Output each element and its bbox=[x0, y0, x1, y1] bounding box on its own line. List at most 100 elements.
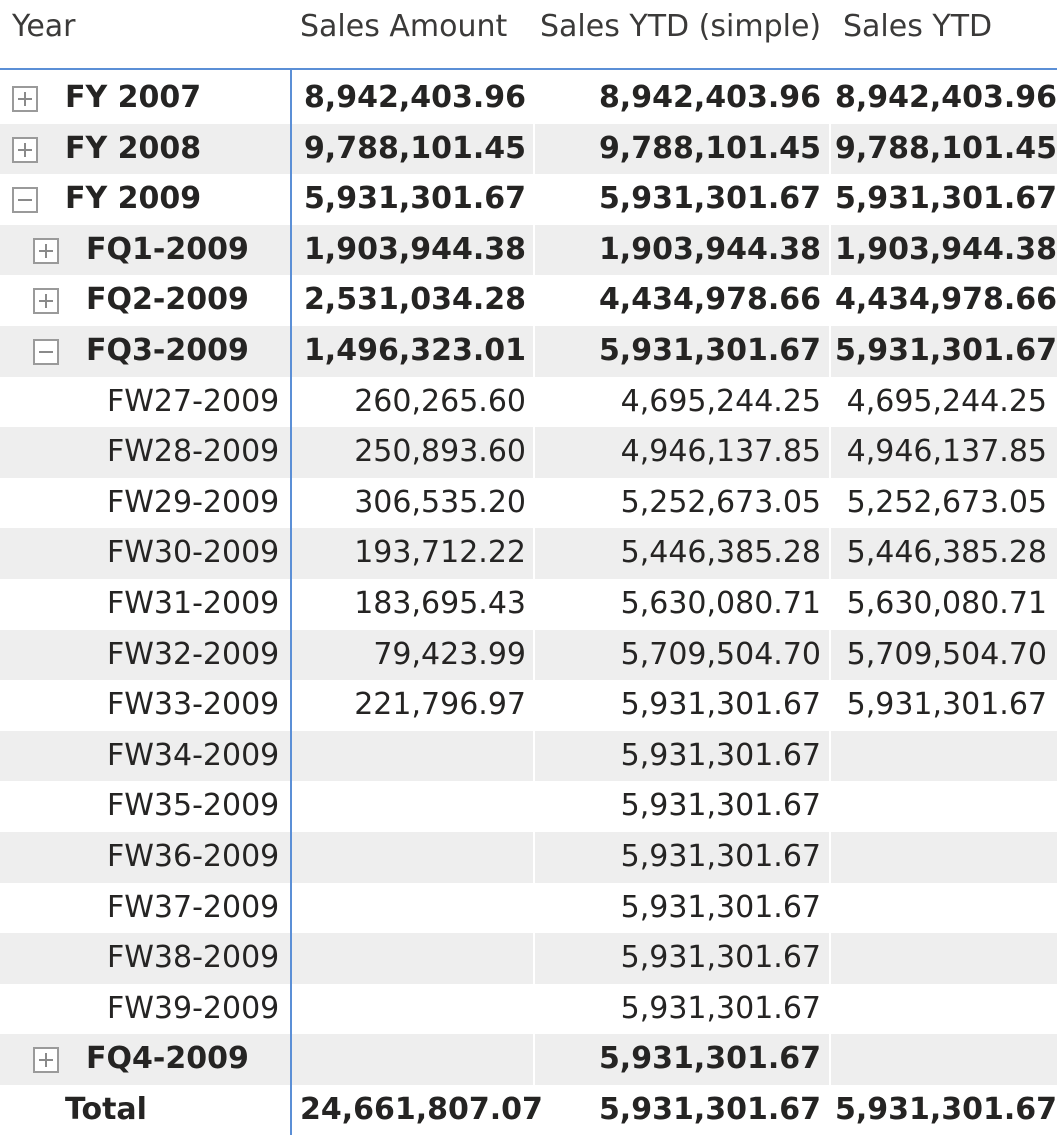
sales-ytd-cell: 5,931,301.67 bbox=[835, 332, 1057, 368]
sales-amount-cell bbox=[300, 781, 526, 832]
expand-plus-icon[interactable] bbox=[12, 86, 38, 112]
sales-ytd-simple-cell: 8,942,403.96 bbox=[598, 80, 821, 115]
row-label: FY 2008 bbox=[65, 130, 202, 166]
sales-ytd-cell bbox=[835, 984, 1047, 1035]
expand-plus-icon[interactable] bbox=[33, 237, 59, 264]
total-row: Total 24,661,807.07 5,931,301.67 5,931,301.… bbox=[0, 1085, 1057, 1135]
sales-amount-cell: 260,265.60 bbox=[354, 383, 526, 419]
sales-ytd-simple-cell: 5,931,301.67 bbox=[598, 1091, 821, 1127]
sales-ytd-simple-cell: 5,446,385.28 bbox=[620, 535, 821, 571]
table-row: FW33-2009 221,796.97 5,931,301.67 5,931,301… bbox=[0, 680, 1057, 731]
sales-ytd-cell: 4,946,137.85 bbox=[846, 434, 1047, 470]
row-label: FW38-2009 bbox=[107, 940, 280, 976]
row-label: FW30-2009 bbox=[107, 535, 280, 571]
matrix-body: FY 2007 8,942,403.96 8,942,403.96 8,942,403… bbox=[0, 73, 1057, 1135]
row-label: FW32-2009 bbox=[107, 636, 280, 672]
table-row: FW35-2009 5,931,301.67 bbox=[0, 781, 1057, 832]
table-row: FW37-2009 5,931,301.67 bbox=[0, 883, 1057, 934]
expand-plus-icon[interactable] bbox=[12, 136, 38, 163]
sales-ytd-cell: 5,709,504.70 bbox=[846, 636, 1047, 672]
table-row: FQ2-2009 2,531,034.28 4,434,978.66 4,434,97… bbox=[0, 275, 1057, 326]
header-year[interactable]: Year bbox=[12, 9, 76, 44]
sales-amount-cell: 250,893.60 bbox=[354, 434, 526, 470]
sales-amount-cell: 2,531,034.28 bbox=[303, 282, 526, 318]
sales-amount-cell bbox=[300, 1034, 526, 1085]
sales-ytd-simple-cell: 5,931,301.67 bbox=[620, 687, 821, 723]
sales-ytd-simple-cell: 5,931,301.67 bbox=[620, 737, 821, 773]
row-label: FQ1-2009 bbox=[86, 231, 249, 267]
table-row: FW28-2009 250,893.60 4,946,137.85 4,946,137… bbox=[0, 427, 1057, 478]
sales-ytd-simple-cell: 4,434,978.66 bbox=[598, 282, 821, 318]
sales-ytd-cell bbox=[835, 832, 1047, 883]
sales-amount-cell bbox=[300, 832, 526, 883]
sales-amount-cell bbox=[300, 933, 526, 984]
table-row: FQ3-2009 1,496,323.01 5,931,301.67 5,931,30… bbox=[0, 325, 1057, 377]
table-row: FW31-2009 183,695.43 5,630,080.71 5,630,080… bbox=[0, 579, 1057, 630]
sales-ytd-cell: 5,630,080.71 bbox=[846, 585, 1047, 621]
collapse-minus-icon[interactable] bbox=[12, 187, 38, 214]
row-label: FW39-2009 bbox=[107, 990, 280, 1026]
sales-amount-cell bbox=[300, 984, 526, 1035]
row-label: FQ3-2009 bbox=[86, 332, 249, 368]
sales-ytd-simple-cell: 5,630,080.71 bbox=[620, 585, 821, 621]
sales-ytd-cell: 4,434,978.66 bbox=[835, 282, 1057, 318]
sales-ytd-cell: 8,942,403.96 bbox=[835, 80, 1057, 115]
sales-ytd-cell: 5,931,301.67 bbox=[835, 1091, 1057, 1127]
sales-amount-cell: 8,942,403.96 bbox=[303, 80, 526, 115]
table-row: FQ1-2009 1,903,944.38 1,903,944.38 1,903,94… bbox=[0, 224, 1057, 276]
sales-amount-cell: 193,712.22 bbox=[354, 535, 526, 571]
row-label: FW27-2009 bbox=[107, 383, 280, 419]
sales-amount-cell: 183,695.43 bbox=[354, 585, 526, 621]
row-header-divider bbox=[290, 70, 292, 1135]
table-row: FW32-2009 79,423.99 5,709,504.70 5,709,504.… bbox=[0, 629, 1057, 681]
table-row: FW36-2009 5,931,301.67 bbox=[0, 831, 1057, 883]
row-label: FW31-2009 bbox=[107, 585, 280, 621]
collapse-minus-icon[interactable] bbox=[33, 338, 59, 365]
sales-amount-cell bbox=[300, 731, 526, 782]
matrix-header: Year Sales Amount Sales YTD (simple) Sal… bbox=[0, 0, 1057, 70]
sales-ytd-cell bbox=[835, 883, 1047, 934]
sales-amount-cell bbox=[300, 883, 526, 934]
header-sales-ytd-simple[interactable]: Sales YTD (simple) bbox=[540, 9, 822, 44]
sales-amount-cell: 221,796.97 bbox=[354, 687, 526, 723]
row-label: FW36-2009 bbox=[107, 838, 280, 874]
sales-ytd-simple-cell: 4,946,137.85 bbox=[620, 434, 821, 470]
row-label: FQ4-2009 bbox=[86, 1041, 249, 1077]
sales-ytd-simple-cell: 1,903,944.38 bbox=[598, 231, 821, 267]
sales-ytd-simple-cell: 5,931,301.67 bbox=[620, 990, 821, 1026]
sales-ytd-simple-cell: 5,931,301.67 bbox=[620, 940, 821, 976]
sales-ytd-cell: 9,788,101.45 bbox=[835, 130, 1057, 166]
header-sales-ytd[interactable]: Sales YTD bbox=[843, 9, 993, 44]
sales-amount-cell: 9,788,101.45 bbox=[303, 130, 526, 166]
row-label: FY 2009 bbox=[65, 181, 202, 217]
row-label: FY 2007 bbox=[65, 80, 202, 115]
sales-amount-cell: 306,535.20 bbox=[354, 484, 526, 520]
sales-ytd-simple-cell: 5,931,301.67 bbox=[620, 838, 821, 874]
sales-ytd-cell bbox=[835, 781, 1047, 832]
sales-ytd-cell bbox=[835, 1034, 1047, 1085]
sales-ytd-simple-cell: 5,931,301.67 bbox=[598, 332, 821, 368]
table-row: FW39-2009 5,931,301.67 bbox=[0, 984, 1057, 1035]
expand-plus-icon[interactable] bbox=[33, 1047, 59, 1074]
row-label: FW34-2009 bbox=[107, 737, 280, 773]
table-row: FY 2007 8,942,403.96 8,942,403.96 8,942,403… bbox=[0, 73, 1057, 124]
sales-amount-cell: 79,423.99 bbox=[373, 636, 526, 672]
expand-plus-icon[interactable] bbox=[33, 288, 59, 315]
sales-ytd-simple-cell: 5,931,301.67 bbox=[620, 788, 821, 824]
table-row: FW34-2009 5,931,301.67 bbox=[0, 730, 1057, 782]
header-sales-amount[interactable]: Sales Amount bbox=[300, 9, 508, 44]
row-label: FW37-2009 bbox=[107, 889, 280, 925]
table-row: FQ4-2009 5,931,301.67 bbox=[0, 1034, 1057, 1085]
total-label: Total bbox=[65, 1091, 147, 1127]
sales-amount-cell: 24,661,807.07 bbox=[300, 1091, 543, 1127]
sales-ytd-cell: 5,931,301.67 bbox=[846, 687, 1047, 723]
sales-amount-cell: 1,903,944.38 bbox=[303, 231, 526, 267]
sales-amount-cell: 1,496,323.01 bbox=[303, 332, 526, 368]
sales-ytd-cell: 5,446,385.28 bbox=[846, 535, 1047, 571]
row-label: FQ2-2009 bbox=[86, 282, 249, 318]
sales-ytd-cell: 4,695,244.25 bbox=[846, 383, 1047, 419]
table-row: FY 2008 9,788,101.45 9,788,101.45 9,788,101… bbox=[0, 123, 1057, 175]
sales-ytd-simple-cell: 5,709,504.70 bbox=[620, 636, 821, 672]
sales-ytd-simple-cell: 9,788,101.45 bbox=[598, 130, 821, 166]
